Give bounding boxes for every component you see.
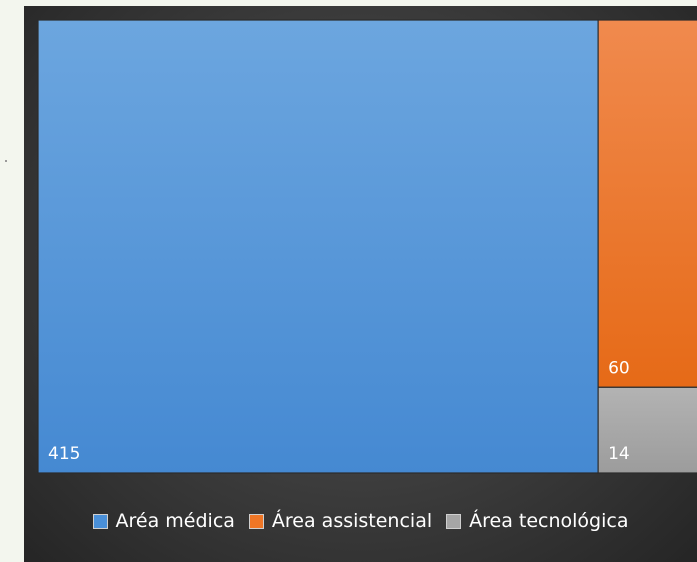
legend-label-area-medica: Aréa médica [115, 510, 235, 532]
legend-item-area-tecnologica: Área tecnológica [446, 510, 628, 532]
data-label-area-assistencial: 60 [608, 358, 630, 378]
legend-label-area-tecnologica: Área tecnológica [469, 510, 629, 532]
treemap-cell-area-medica [37, 19, 599, 474]
legend-swatch-area-assistencial [248, 513, 264, 529]
data-label-area-medica: 415 [48, 444, 80, 464]
legend-item-area-medica: Aréa médica [92, 510, 235, 532]
data-label-area-tecnologica: 14 [608, 444, 630, 464]
legend-swatch-area-medica [92, 513, 108, 529]
legend-label-area-assistencial: Área assistencial [271, 510, 433, 532]
treemap-chart: 415 60 14 Aréa médica Área assistencial Ár… [24, 6, 697, 562]
treemap-plot: 415 60 14 [37, 19, 697, 474]
legend: Aréa médica Área assistencial Área tecno… [24, 506, 697, 536]
treemap-cell-area-assistencial [597, 19, 697, 388]
page-marker [5, 160, 7, 162]
legend-swatch-area-tecnologica [446, 513, 462, 529]
legend-item-area-assistencial: Área assistencial [248, 510, 433, 532]
treemap-cell-area-tecnologica [597, 386, 697, 474]
